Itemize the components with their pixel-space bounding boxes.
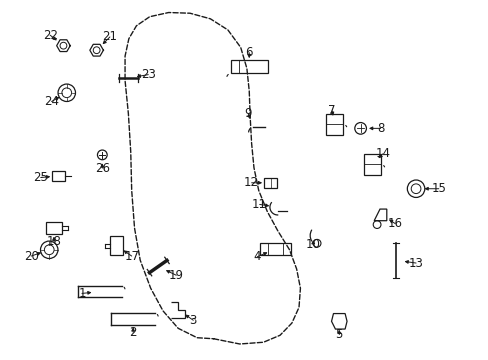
Text: 15: 15 — [430, 182, 446, 195]
Text: 18: 18 — [46, 235, 61, 248]
Text: 25: 25 — [33, 171, 48, 184]
Text: 8: 8 — [376, 122, 384, 135]
Bar — [46, 222, 61, 234]
Text: 12: 12 — [244, 176, 259, 189]
Text: 3: 3 — [189, 314, 197, 327]
Text: 21: 21 — [102, 31, 117, 44]
Bar — [325, 113, 343, 135]
Bar — [363, 154, 381, 175]
Text: 16: 16 — [387, 217, 402, 230]
Text: 26: 26 — [95, 162, 110, 175]
Bar — [52, 171, 65, 181]
Bar — [230, 60, 267, 73]
Text: 10: 10 — [305, 238, 320, 251]
Text: 9: 9 — [244, 107, 251, 120]
Text: 22: 22 — [42, 29, 58, 42]
Text: 2: 2 — [129, 326, 137, 339]
Text: 14: 14 — [375, 147, 389, 160]
Text: 11: 11 — [252, 198, 266, 211]
Text: 20: 20 — [24, 249, 39, 262]
Text: 17: 17 — [124, 249, 139, 262]
Text: 13: 13 — [408, 257, 423, 270]
Bar — [259, 243, 290, 255]
Text: 23: 23 — [141, 68, 155, 81]
Bar — [109, 236, 123, 255]
Text: 5: 5 — [335, 328, 342, 341]
Text: 24: 24 — [44, 95, 59, 108]
Text: 1: 1 — [78, 287, 85, 300]
Text: 6: 6 — [245, 46, 252, 59]
Text: 4: 4 — [253, 250, 261, 263]
Text: 19: 19 — [168, 269, 183, 282]
Bar — [263, 178, 277, 188]
Text: 7: 7 — [328, 104, 335, 117]
